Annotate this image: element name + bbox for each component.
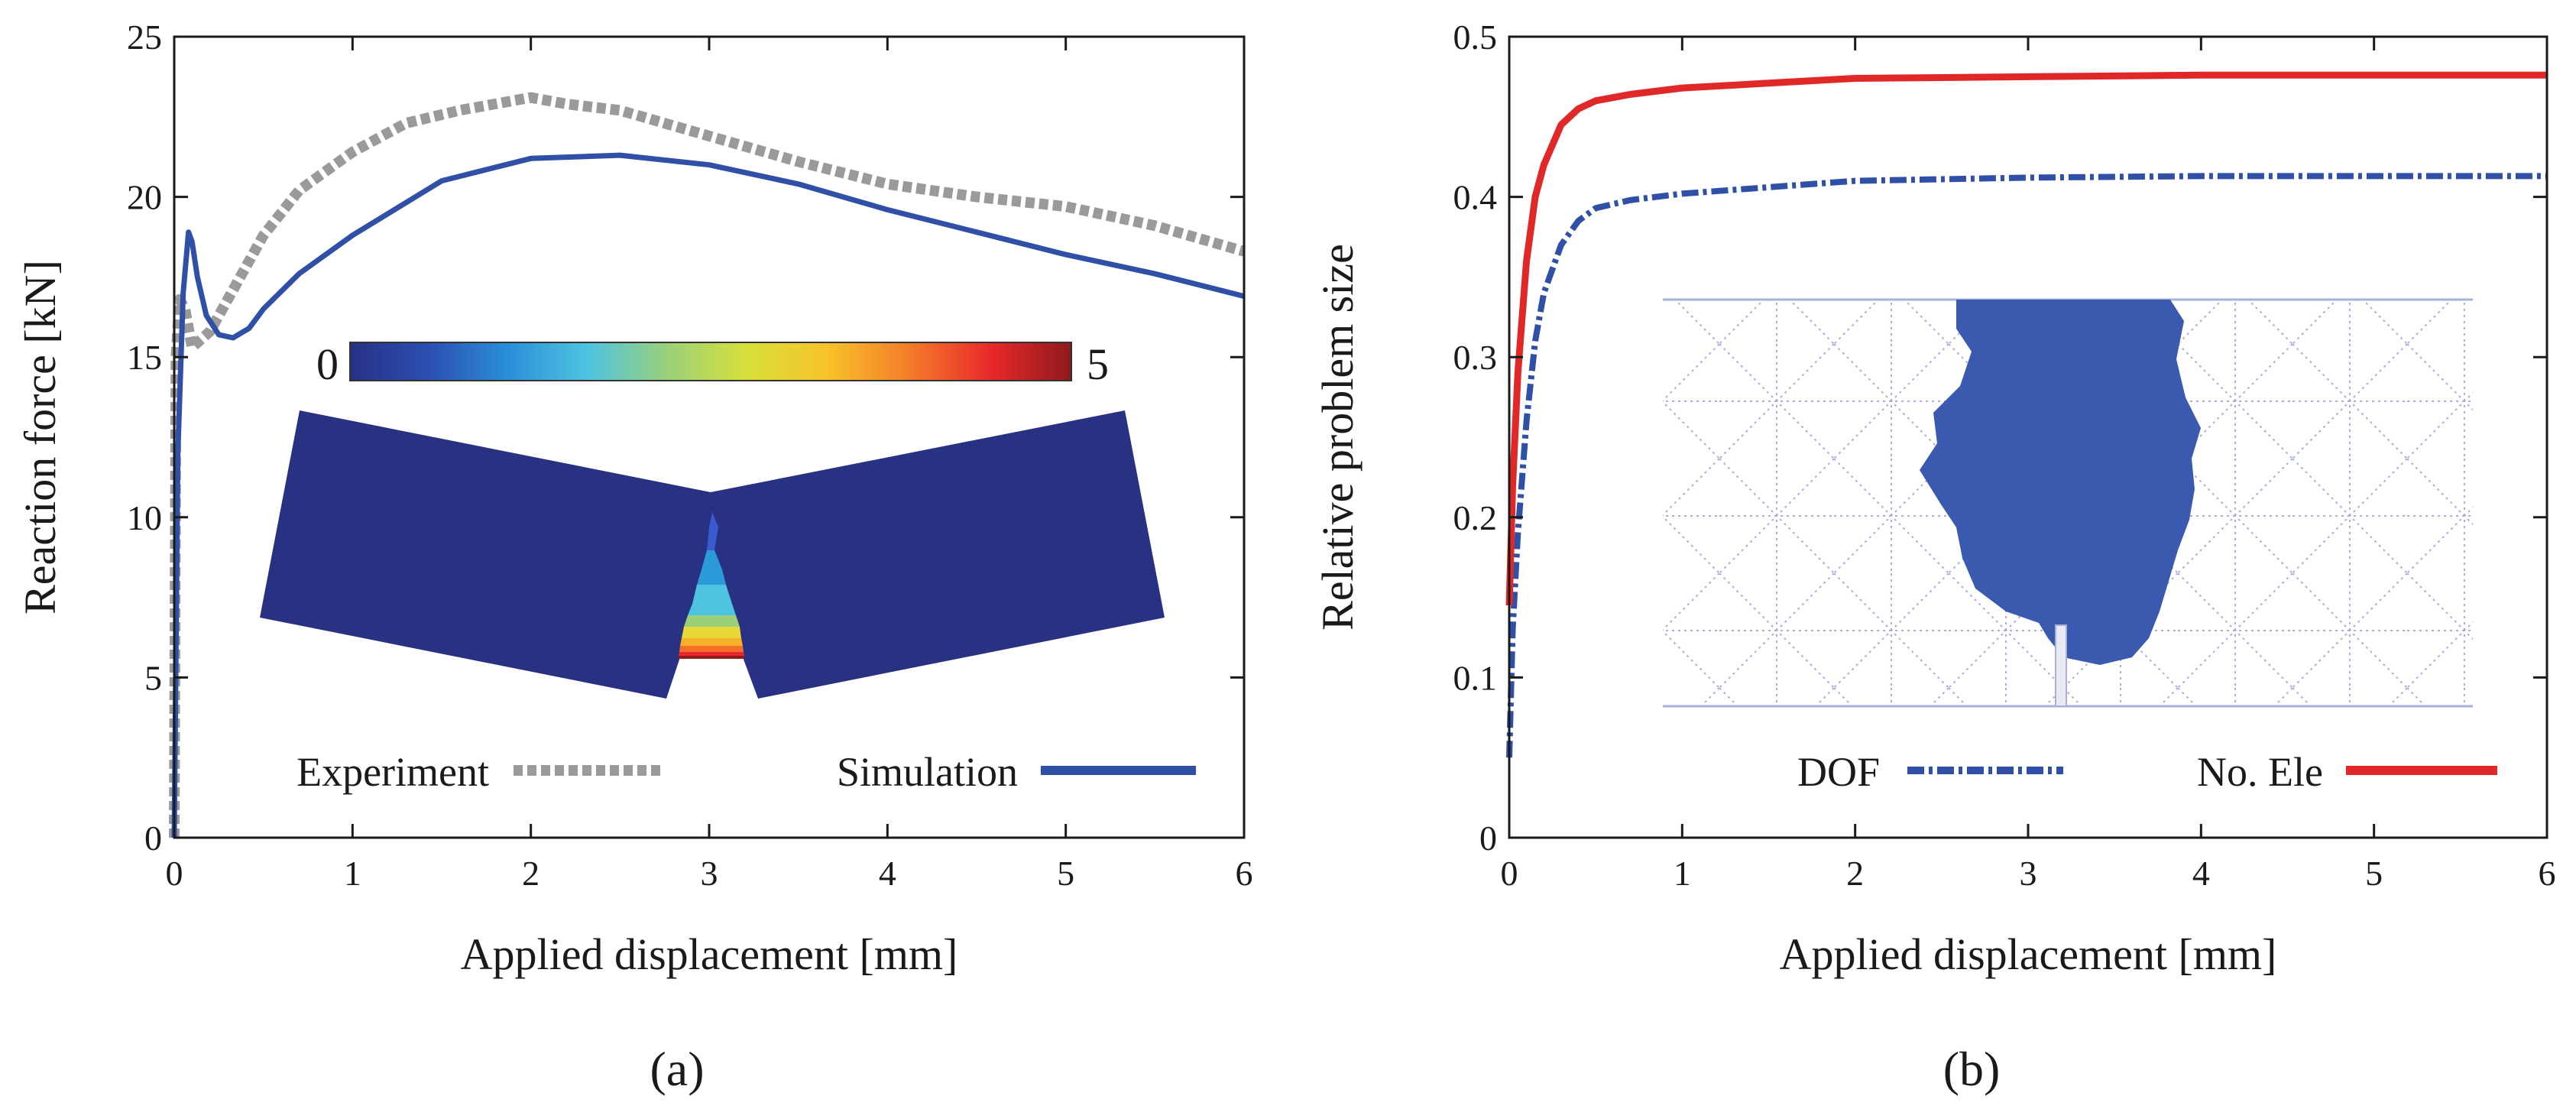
panel-b-y-tick-label: 0.5 bbox=[1453, 18, 1498, 57]
panel-a-x-tick-label: 6 bbox=[1236, 854, 1253, 893]
legend-no-ele-label: No. Ele bbox=[2197, 749, 2323, 795]
panel-b-x-tick-label: 0 bbox=[1501, 854, 1518, 893]
panel-a-x-tick-label: 0 bbox=[166, 854, 183, 893]
panel-b-x-tick-label: 6 bbox=[2539, 854, 2556, 893]
panel-a-x-tick-label: 3 bbox=[701, 854, 718, 893]
panel-a-ticks: 0 1 2 3 4 5 6 0 5 10 15 20 25 bbox=[127, 18, 1253, 893]
panel-a-series-simulation bbox=[171, 152, 1245, 838]
panel-a-series-experiment bbox=[169, 92, 1246, 838]
colorbar bbox=[349, 342, 1072, 381]
panel-a-caption: (a) bbox=[650, 1042, 704, 1096]
panel-b-y-tick-label: 0.2 bbox=[1453, 498, 1498, 537]
panel-a-y-tick-label: 5 bbox=[144, 658, 162, 697]
panel-a-x-tick-label: 2 bbox=[522, 854, 540, 893]
panel-a-y-tick-label: 0 bbox=[144, 819, 162, 858]
specimen-left-half bbox=[260, 410, 711, 699]
panel-b-y-axis-label: Relative problem size bbox=[1313, 244, 1363, 631]
panel-b-x-axis-label: Applied displacement [mm] bbox=[1780, 929, 2277, 979]
panel-b: DOF No. Ele 0 1 2 3 4 5 6 0 0.1 0.2 0.3 0.4 0.5 Appl… bbox=[1313, 18, 2556, 1096]
mesh-notch bbox=[2055, 624, 2067, 707]
panel-b-y-tick-label: 0.3 bbox=[1453, 338, 1498, 377]
panel-a-x-tick-label: 5 bbox=[1057, 854, 1074, 893]
panel-b-ticks: 0 1 2 3 4 5 6 0 0.1 0.2 0.3 0.4 0.5 bbox=[1453, 18, 2556, 893]
panel-b-inset-mesh bbox=[1663, 298, 2473, 708]
panel-b-x-tick-label: 5 bbox=[2365, 854, 2383, 893]
specimen-right-half bbox=[711, 410, 1165, 699]
panel-a-y-tick-label: 20 bbox=[127, 178, 162, 217]
panel-b-caption: (b) bbox=[1943, 1042, 2001, 1096]
panel-b-x-tick-label: 2 bbox=[1846, 854, 1864, 893]
legend-simulation-label: Simulation bbox=[837, 749, 1018, 795]
panel-a-y-tick-label: 10 bbox=[127, 498, 162, 537]
panel-b-series-dof bbox=[1506, 173, 2547, 758]
panel-b-x-tick-label: 4 bbox=[2192, 854, 2210, 893]
panel-b-x-tick-label: 3 bbox=[2020, 854, 2037, 893]
panel-a-data-marks bbox=[169, 92, 1246, 838]
legend-experiment-label: Experiment bbox=[296, 749, 489, 795]
panel-a-y-axis-label: Reaction force [kN] bbox=[15, 260, 65, 614]
panel-a-x-tick-label: 1 bbox=[344, 854, 361, 893]
panel-b-x-tick-label: 1 bbox=[1674, 854, 1691, 893]
panel-b-series-no-ele bbox=[1505, 71, 2547, 606]
panel-b-y-tick-label: 0 bbox=[1479, 819, 1497, 858]
colorbar-min-label: 0 bbox=[316, 339, 339, 389]
panel-b-y-tick-label: 0.1 bbox=[1453, 658, 1498, 697]
colorbar-max-label: 5 bbox=[1087, 339, 1109, 389]
panel-a-inset-specimen bbox=[260, 410, 1165, 699]
mesh-refined-damage-region bbox=[1920, 300, 2201, 665]
panel-a-x-axis-label: Applied displacement [mm] bbox=[461, 929, 958, 979]
panel-a-y-tick-label: 15 bbox=[127, 338, 162, 377]
crack-damage-zone bbox=[679, 512, 744, 659]
panel-b-y-tick-label: 0.4 bbox=[1453, 178, 1498, 217]
panel-a-x-tick-label: 4 bbox=[879, 854, 896, 893]
panel-a-y-tick-label: 25 bbox=[127, 18, 162, 57]
panel-b-data-marks bbox=[1505, 71, 2547, 758]
panel-a: 0 5 Experiment Simulation 0 1 2 3 4 5 6 0 5 10 15 2… bbox=[15, 18, 1253, 1096]
legend-dof-label: DOF bbox=[1797, 749, 1880, 795]
